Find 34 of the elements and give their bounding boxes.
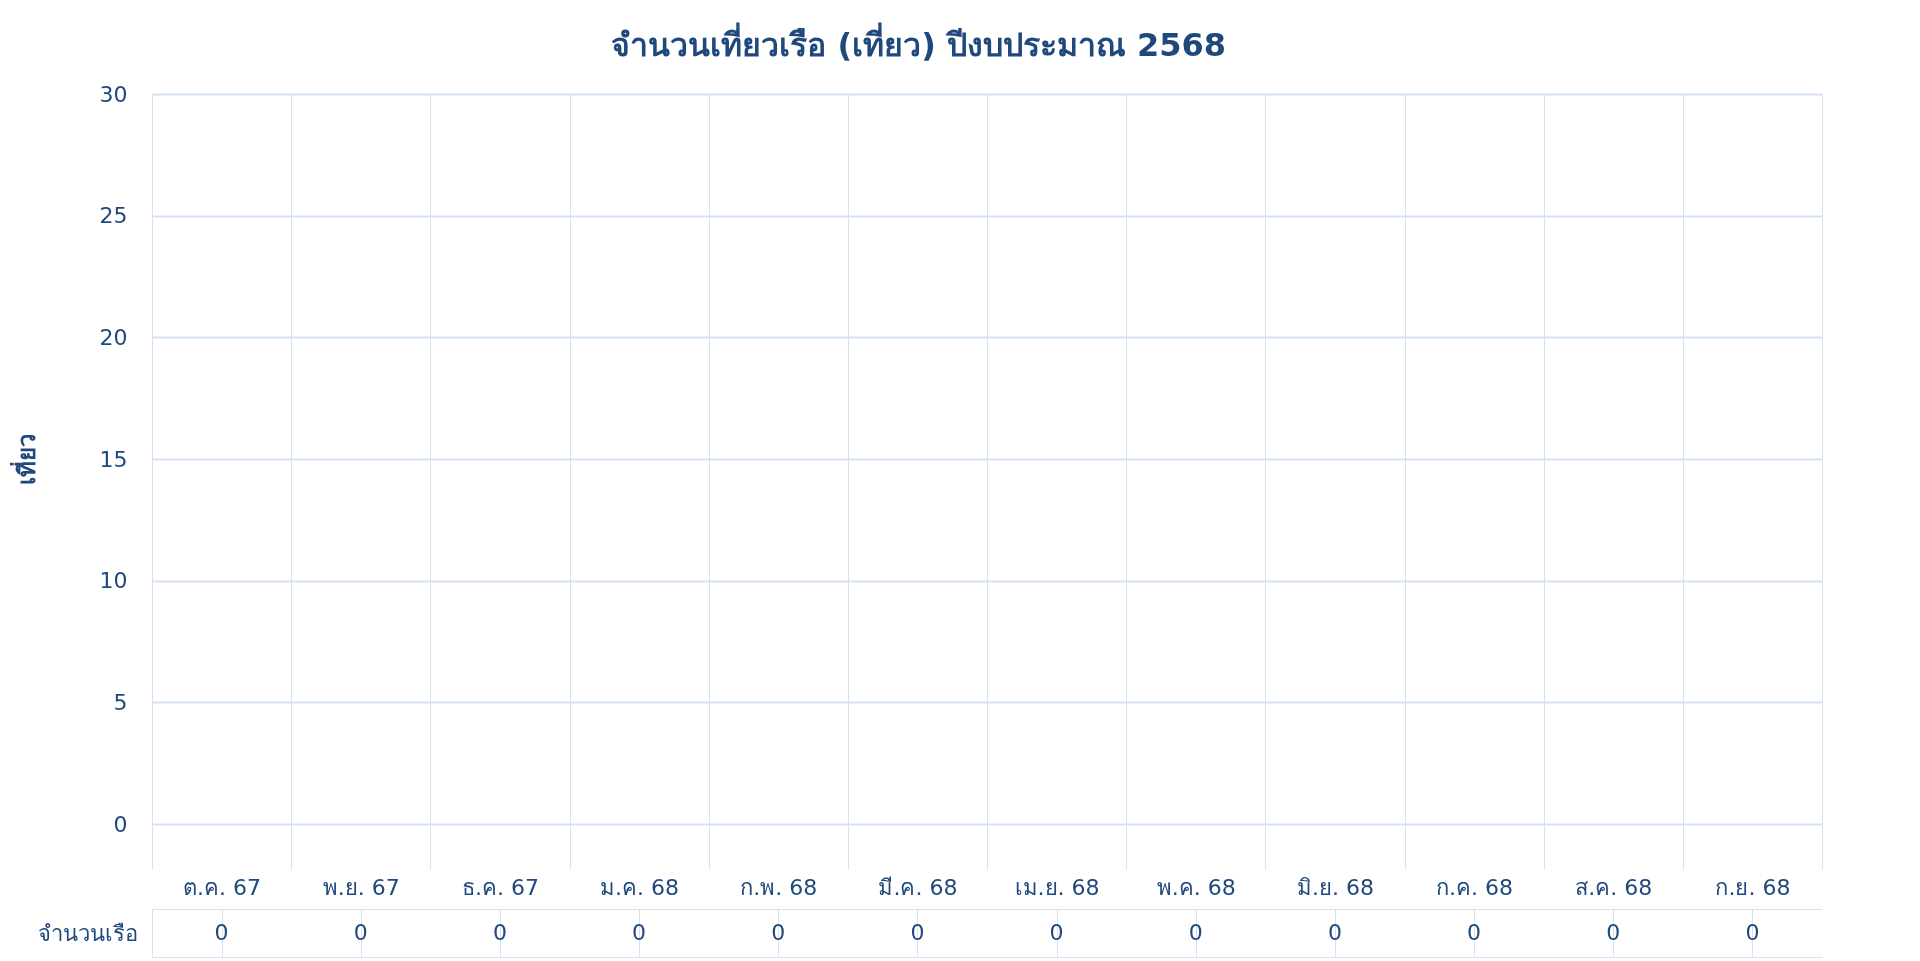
data-label: 0 <box>1467 920 1482 945</box>
x-tick-label: เม.ย. 68 <box>1014 874 1100 900</box>
data-label: 0 <box>1049 920 1064 945</box>
data-label: 0 <box>910 920 925 945</box>
data-label: 0 <box>632 920 647 945</box>
data-label: 0 <box>1327 920 1342 945</box>
x-tick-label: พ.ค. 68 <box>1156 874 1236 900</box>
x-tick-label: ก.พ. 68 <box>740 874 818 900</box>
y-tick-label: 25 <box>99 203 128 229</box>
data-label: 0 <box>1606 920 1621 945</box>
x-tick-label: ธ.ค. 67 <box>461 874 539 900</box>
x-tick-label: มี.ค. 68 <box>878 874 958 900</box>
legend-label: จำนวนเรือ <box>37 920 138 946</box>
y-tick-label: 30 <box>99 81 128 107</box>
y-tick-label: 15 <box>99 446 128 472</box>
x-tick-label: ส.ค. 68 <box>1575 874 1653 900</box>
data-label: 0 <box>492 920 507 945</box>
x-tick-label: ก.ค. 68 <box>1436 874 1514 900</box>
x-tick-label: พ.ย. 67 <box>322 874 400 900</box>
y-tick-label: 20 <box>99 324 128 350</box>
x-tick-label: ก.ย. 68 <box>1715 874 1791 900</box>
y-tick-label: 0 <box>113 811 128 837</box>
x-tick-label: มิ.ย. 68 <box>1296 874 1374 900</box>
y-tick-label: 10 <box>99 568 128 594</box>
y-tick-label: 5 <box>113 689 128 715</box>
x-tick-label: ต.ค. 67 <box>183 874 262 900</box>
y-axis-title: เที่ยว <box>8 434 41 485</box>
chart-title: จำนวนเที่ยวเรือ (เที่ยว) ปีงบประมาณ 2568 <box>611 22 1227 64</box>
data-label: 0 <box>1745 920 1760 945</box>
data-label: 0 <box>771 920 786 945</box>
data-label: 0 <box>1188 920 1203 945</box>
data-label: 0 <box>353 920 368 945</box>
x-tick-label: ม.ค. 68 <box>600 874 680 900</box>
data-label: 0 <box>214 920 229 945</box>
